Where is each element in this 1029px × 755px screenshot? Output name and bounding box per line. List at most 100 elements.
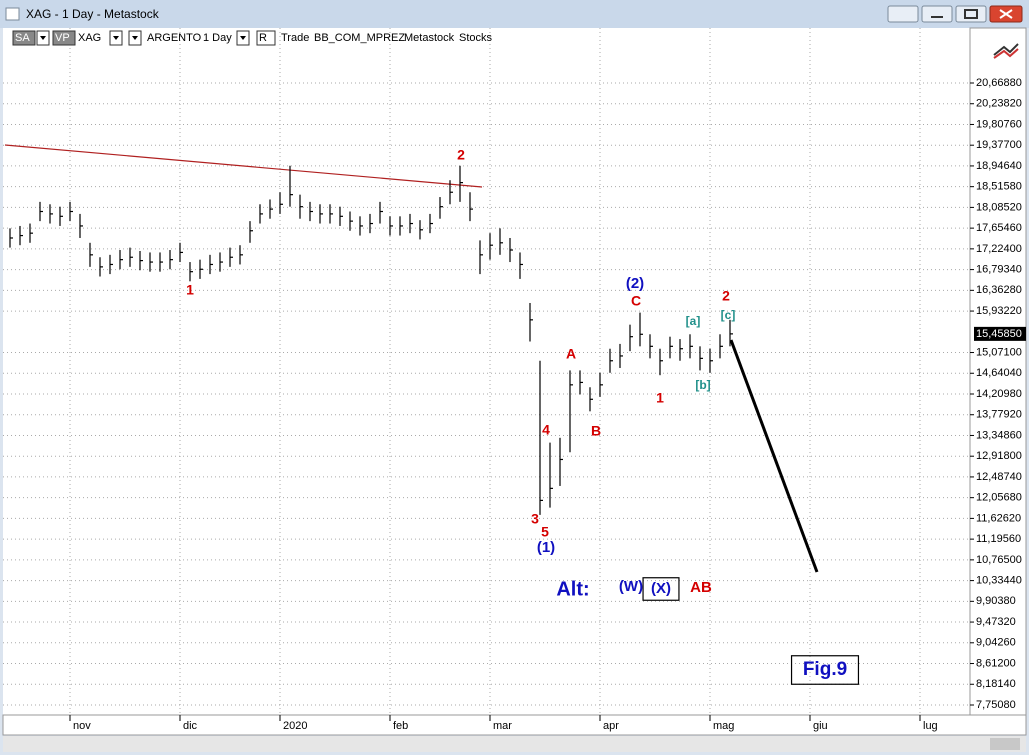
toolbar: SA VP XAG ARGENTO 1 Day R Trade BB_COM_MPREZMet…: [12, 30, 493, 46]
y-tick-label: 17,65460: [976, 222, 1022, 234]
y-tick-label: 11,62620: [976, 512, 1021, 524]
chart-icon: [993, 43, 1019, 56]
y-tick-label: 16,79340: [976, 264, 1022, 276]
title-bar: [0, 0, 1029, 28]
maximize-button[interactable]: [955, 5, 987, 23]
wave-label: B: [591, 423, 601, 439]
dropdown-arrow: [240, 36, 246, 40]
y-tick-label: 17,22400: [976, 243, 1022, 255]
x-tick-label: lug: [923, 720, 938, 732]
y-tick-label: 8,61200: [976, 657, 1016, 669]
toolbar-button[interactable]: [256, 30, 276, 46]
wave-label: (1): [537, 539, 555, 556]
y-tick-label: 19,37700: [976, 139, 1022, 151]
wave-label: 3: [531, 511, 539, 527]
wave-label: (W): [619, 578, 643, 595]
x-tick-label: 2020: [283, 720, 307, 732]
toolbar-item[interactable]: VP: [55, 32, 70, 44]
minimize-button[interactable]: [921, 5, 953, 23]
axes: 20,66880 20,23820 19,80760 19,37700 18,94640…: [69, 77, 1026, 732]
projection-line: [729, 339, 819, 573]
y-tick-label: 18,08520: [976, 201, 1022, 213]
last-price-label: 15,45850: [976, 328, 1022, 340]
toolbar-item[interactable]: ARGENTO: [147, 32, 202, 44]
window-title: XAG - 1 Day - Metastock: [26, 7, 160, 21]
y-tick-label: 18,51580: [976, 181, 1022, 193]
x-tick-label: apr: [603, 720, 619, 732]
wave-label: 2: [457, 147, 465, 163]
y-tick-label: 20,23820: [976, 98, 1022, 110]
wave-label: [c]: [721, 308, 736, 322]
wave-label: C: [631, 293, 641, 309]
toolbar-button[interactable]: [12, 30, 36, 46]
toolbar-item[interactable]: Stocks: [459, 32, 493, 44]
y-tick-label: 13,34860: [976, 429, 1022, 441]
chart-icon-red: [993, 48, 1019, 59]
wave-label: [a]: [686, 314, 701, 328]
y-tick-label: 14,64040: [976, 367, 1022, 379]
toolbar-item[interactable]: 1 Day: [203, 32, 232, 44]
wave-label: [b]: [695, 378, 710, 392]
app-icon: [5, 7, 20, 21]
date-axis-panel: [2, 714, 1027, 736]
wave-label: 4: [542, 422, 550, 438]
x-tick-label: giu: [813, 720, 828, 732]
wave-label: (X): [651, 580, 671, 597]
x-tick-label: feb: [393, 720, 408, 732]
y-tick-label: 19,80760: [976, 118, 1022, 130]
y-tick-label: 9,47320: [976, 616, 1016, 628]
wave-label: 1: [656, 390, 664, 406]
toolbar-button[interactable]: [52, 30, 76, 46]
trend-line: [4, 144, 483, 188]
wave-label: A: [566, 346, 576, 362]
wave-label: (2): [626, 275, 644, 292]
toolbar-item[interactable]: Trade: [281, 32, 309, 44]
y-tick-label: 13,77920: [976, 409, 1022, 421]
x-tick-label: dic: [183, 720, 198, 732]
dropdown-arrow: [113, 36, 119, 40]
scrollbar[interactable]: [3, 736, 1026, 752]
y-tick-label: 15,93220: [976, 305, 1022, 317]
y-tick-label: 20,66880: [976, 77, 1022, 89]
dropdown-arrow: [132, 36, 138, 40]
y-tick-label: 11,19560: [976, 533, 1021, 545]
wave-label: 2: [722, 288, 730, 304]
y-tick-label: 7,75080: [976, 699, 1016, 711]
x-tick-label: mag: [713, 720, 734, 732]
scroll-thumb[interactable]: [990, 738, 1020, 750]
maximize-icon: [964, 9, 978, 19]
y-tick-label: 18,94640: [976, 160, 1022, 172]
y-tick-label: 9,04260: [976, 637, 1016, 649]
label-box: [642, 577, 680, 601]
toolbar-item[interactable]: SA: [15, 32, 30, 44]
y-tick-label: 12,91800: [976, 450, 1022, 462]
price-bars: [9, 165, 733, 515]
plot-area: [3, 28, 970, 715]
y-tick-label: 16,36280: [976, 284, 1022, 296]
wave-label: 5: [541, 524, 549, 540]
grid: [3, 28, 970, 715]
toolbar-item[interactable]: Metastock: [404, 32, 455, 44]
wave-label: Alt:: [556, 578, 589, 600]
x-tick-label: nov: [73, 720, 91, 732]
label-box: [790, 655, 860, 685]
y-tick-label: 12,48740: [976, 471, 1022, 483]
toolbar-item[interactable]: BB_COM_MPREZ: [314, 32, 405, 44]
y-tick-label: 9,90380: [976, 595, 1016, 607]
toolbar-item[interactable]: XAG: [78, 32, 101, 44]
close-icon: [999, 9, 1013, 19]
y-tick-label: 14,20980: [976, 388, 1022, 400]
x-tick-label: mar: [493, 720, 512, 732]
y-tick-label: 12,05680: [976, 492, 1022, 504]
y-tick-label: 10,76500: [976, 554, 1022, 566]
wave-label: 1: [186, 282, 194, 298]
restore-all-button[interactable]: [887, 5, 919, 23]
last-price-box: [974, 326, 1026, 341]
y-tick-label: 8,18140: [976, 678, 1016, 690]
wave-label: Fig.9: [803, 659, 847, 680]
y-tick-label: 15,07100: [976, 346, 1022, 358]
toolbar-item[interactable]: R: [259, 32, 267, 44]
